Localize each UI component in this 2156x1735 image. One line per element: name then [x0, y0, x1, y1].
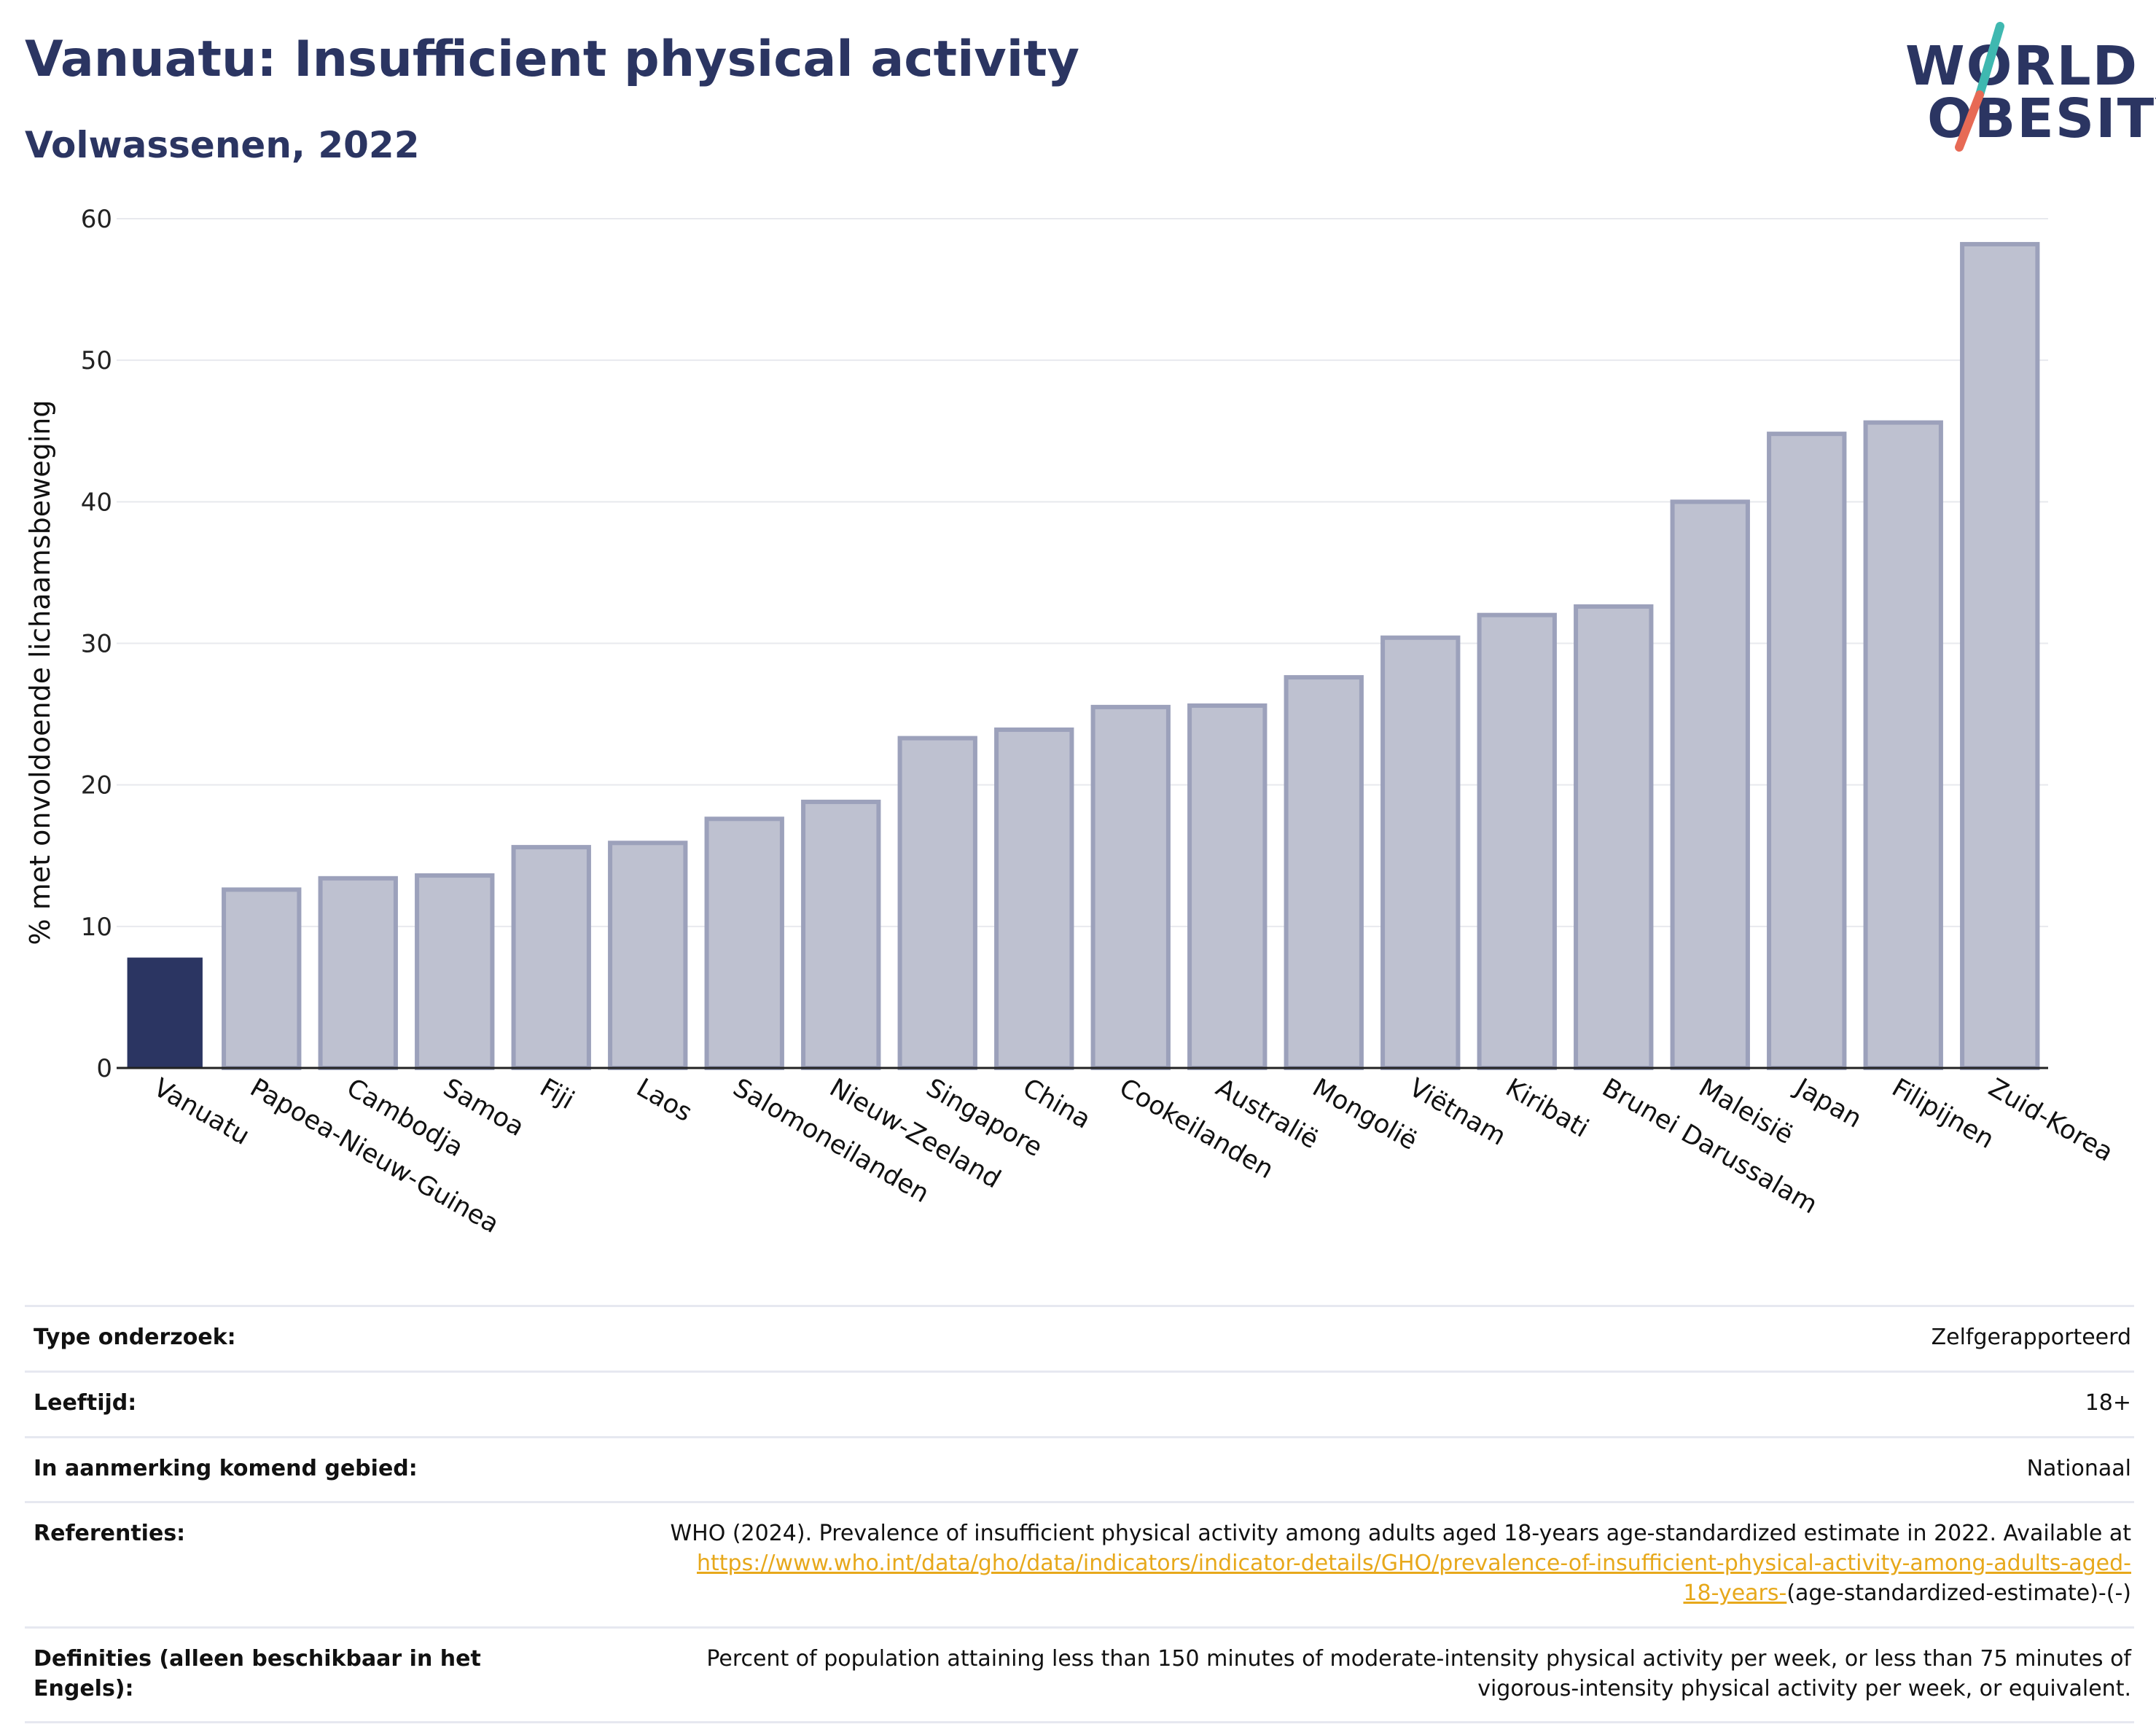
reference-link-continued[interactable]: 18-years-	[1683, 1580, 1787, 1606]
logo-slash-top	[1975, 22, 2004, 99]
row-key-age: Leeftijd:	[25, 1370, 485, 1438]
bar-cookeilanden	[1090, 704, 1171, 1070]
table-row: Leeftijd: 18+	[25, 1370, 2134, 1438]
x-category-label: Kiribati	[1501, 1073, 1593, 1144]
y-tick-label: 0	[96, 1054, 112, 1083]
table-row: Type onderzoek: Zelfgerapporteerd	[25, 1305, 2134, 1373]
definition-line-1: Percent of population attaining less tha…	[706, 1645, 2131, 1672]
table-row: In aanmerking komend gebied: Nationaal	[25, 1435, 2134, 1504]
row-value-references: WHO (2024). Prevalence of insufficient p…	[485, 1501, 2134, 1629]
bar-samoa	[415, 873, 495, 1071]
x-category-label: Vanuatu	[149, 1073, 254, 1151]
bar-chart: 0 10 20 30 40 50 60 VanuatuPapoea-Nieuw-Guinea…	[24, 205, 2118, 1239]
definition-line-2: vigorous-intensity physical activity per…	[1477, 1675, 2131, 1701]
x-category-label: Fiji	[535, 1073, 579, 1115]
row-key-references: Referenties:	[25, 1501, 485, 1629]
row-value-area: Nationaal	[485, 1435, 2134, 1504]
bar-china	[994, 727, 1074, 1070]
row-key-definitions: Definities (alleen beschikbaar in het En…	[25, 1626, 485, 1724]
bar-cambodja	[318, 876, 398, 1070]
chart-subtitle: Volwassenen, 2022	[25, 124, 420, 166]
bar-zuid-korea	[1960, 241, 2040, 1071]
metadata-table: Type onderzoek: Zelfgerapporteerd Leefti…	[25, 1305, 2134, 1724]
world-obesity-logo: WORLD OBESITY	[1902, 22, 2156, 153]
chart-title: Vanuatu: Insufficient physical activity	[25, 31, 1079, 88]
y-tick-label: 30	[81, 630, 112, 659]
bar-fiji	[511, 845, 591, 1070]
y-tick-label: 60	[81, 205, 112, 234]
x-category-label: Filipijnen	[1887, 1073, 1999, 1155]
bar-nieuw-zeeland	[801, 799, 881, 1070]
y-tick-label: 10	[81, 913, 112, 942]
y-tick-label: 50	[81, 346, 112, 375]
y-tick-label: 40	[81, 488, 112, 517]
bar-singapore	[897, 736, 977, 1070]
row-key-area: In aanmerking komend gebied:	[25, 1435, 485, 1504]
bars	[127, 241, 2040, 1071]
table-row: Referenties: WHO (2024). Prevalence of i…	[25, 1501, 2134, 1629]
x-category-label: Laos	[631, 1073, 697, 1128]
logo-slash-bottom	[1955, 90, 1984, 152]
bar-vi-tnam	[1380, 635, 1461, 1070]
x-category-label: Viëtnam	[1404, 1073, 1510, 1152]
row-value-definitions: Percent of population attaining less tha…	[485, 1626, 2134, 1724]
y-tick-label: 20	[81, 771, 112, 800]
x-category-label: China	[1018, 1073, 1095, 1135]
y-axis-ticks: 0 10 20 30 40 50 60	[81, 205, 112, 1083]
x-category-label: Zuid-Korea	[1983, 1073, 2118, 1168]
bar-papoea-nieuw-guinea	[222, 887, 302, 1070]
gridlines	[117, 218, 2048, 927]
bar-laos	[608, 841, 688, 1071]
bar-australi-	[1187, 703, 1268, 1071]
x-category-label: Mongolië	[1308, 1073, 1422, 1156]
bar-filipijnen	[1863, 420, 1943, 1071]
bar-kiribati	[1477, 612, 1557, 1070]
bar-japan	[1767, 432, 1847, 1070]
bar-vanuatu	[127, 957, 203, 1068]
x-category-label: Japan	[1789, 1072, 1867, 1134]
reference-link[interactable]: https://www.who.int/data/gho/data/indica…	[697, 1551, 2131, 1577]
row-key-survey-type: Type onderzoek:	[25, 1305, 485, 1373]
reference-link-tail: (age-standardized-estimate)-(-)	[1786, 1580, 2131, 1606]
bar-maleisi-	[1670, 499, 1750, 1071]
table-row: Definities (alleen beschikbaar in het En…	[25, 1626, 2134, 1724]
logo-word-world: WORLD	[1905, 35, 2139, 98]
bar-salomoneilanden	[704, 816, 784, 1070]
bar-brunei-darussalam	[1574, 604, 1654, 1070]
reference-text: WHO (2024). Prevalence of insufficient p…	[670, 1521, 2131, 1547]
row-value-survey-type: Zelfgerapporteerd	[485, 1305, 2134, 1373]
y-axis-label: % met onvoldoende lichaamsbeweging	[24, 400, 56, 946]
logo-slash-icon	[1955, 22, 2004, 152]
bar-mongoli-	[1284, 675, 1364, 1070]
row-value-age: 18+	[485, 1370, 2134, 1438]
